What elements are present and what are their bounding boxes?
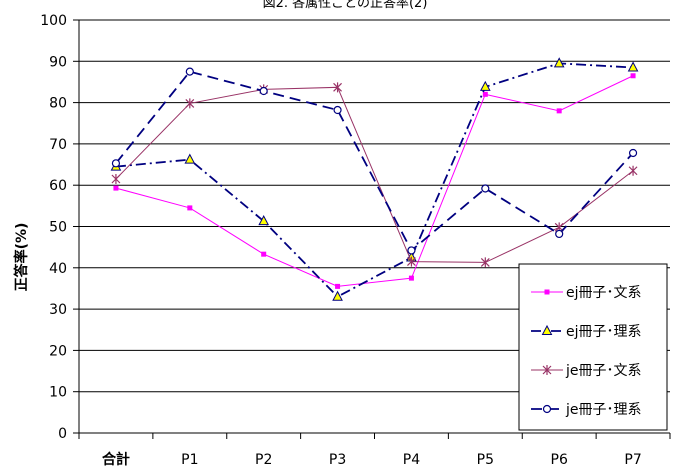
x-tick-label: P1 [181, 452, 198, 468]
x-tick-label: P7 [624, 452, 641, 468]
legend-item: ej冊子･理系 [531, 324, 642, 340]
y-tick-label: 20 [49, 343, 67, 359]
series-1 [113, 73, 636, 289]
data-point [185, 67, 194, 76]
data-point [408, 275, 414, 281]
data-point [258, 215, 270, 226]
data-point [261, 251, 267, 257]
y-tick-labels: 0 10 20 30 40 50 60 70 80 90 100 [40, 13, 67, 442]
data-point [555, 229, 564, 239]
y-tick-label: 50 [49, 220, 67, 236]
data-point [556, 108, 562, 114]
data-series [110, 57, 639, 301]
x-tick-label: P4 [403, 452, 420, 468]
data-point [184, 153, 196, 164]
legend-item: je冊子･理系 [531, 402, 642, 418]
data-point [479, 80, 491, 91]
legend-marker [541, 324, 553, 335]
data-point [111, 174, 121, 185]
y-tick-label: 10 [49, 385, 67, 401]
x-tick-labels: 合計 P1 P2 P3 P4 P5 P6 P7 [102, 451, 642, 468]
data-point [333, 82, 342, 93]
series-line-3 [115, 86, 634, 263]
legend-marker [544, 289, 550, 295]
data-point [630, 73, 636, 79]
grid-lines [79, 19, 670, 393]
data-point [482, 91, 488, 97]
x-tick-label: P3 [329, 452, 346, 468]
legend-marker [542, 404, 552, 414]
y-tick-label: 100 [40, 13, 67, 29]
legend-label: je冊子･文系 [565, 363, 642, 379]
axes [73, 19, 671, 439]
x-tick-label: 合計 [102, 451, 130, 468]
y-axis-label: 正答率(%) [13, 223, 30, 292]
data-point [481, 184, 490, 193]
data-point [113, 185, 119, 191]
legend-item: je冊子･文系 [531, 363, 642, 379]
x-tick-label: P6 [551, 452, 568, 468]
series-line-4 [115, 70, 634, 252]
legend-label: ej冊子･理系 [566, 324, 642, 340]
y-tick-label: 0 [58, 426, 67, 442]
series-4 [111, 67, 638, 255]
data-point [333, 105, 342, 115]
data-point [187, 205, 193, 211]
data-point [185, 98, 195, 109]
data-point [259, 86, 268, 96]
legend-item: ej冊子･文系 [531, 285, 642, 301]
y-tick-label: 60 [49, 178, 67, 194]
data-point [407, 246, 416, 255]
y-tick-label: 30 [49, 302, 67, 318]
y-tick-label: 40 [49, 261, 67, 277]
data-point [332, 290, 343, 301]
legend: ej冊子･文系 ej冊子･理系 je冊子･文系 je冊子･理系 [518, 263, 668, 431]
series-line-1 [115, 75, 634, 287]
data-point [628, 165, 638, 176]
y-tick-label: 70 [49, 137, 67, 153]
y-tick-label: 80 [49, 96, 67, 112]
data-point [111, 159, 121, 168]
data-point [627, 61, 639, 72]
data-point [407, 256, 416, 267]
legend-label: je冊子･理系 [565, 402, 642, 418]
y-tick-label: 90 [49, 54, 67, 70]
data-point [628, 148, 638, 158]
x-tick-label: P2 [255, 452, 272, 468]
data-point [480, 257, 490, 268]
legend-label: ej冊子･文系 [566, 285, 642, 301]
legend-marker [542, 365, 552, 375]
x-tick-label: P5 [477, 452, 494, 468]
data-point [335, 283, 341, 289]
chart-title: 図2. 各属性ごとの正答率(2) [263, 0, 428, 11]
data-point [553, 57, 565, 68]
